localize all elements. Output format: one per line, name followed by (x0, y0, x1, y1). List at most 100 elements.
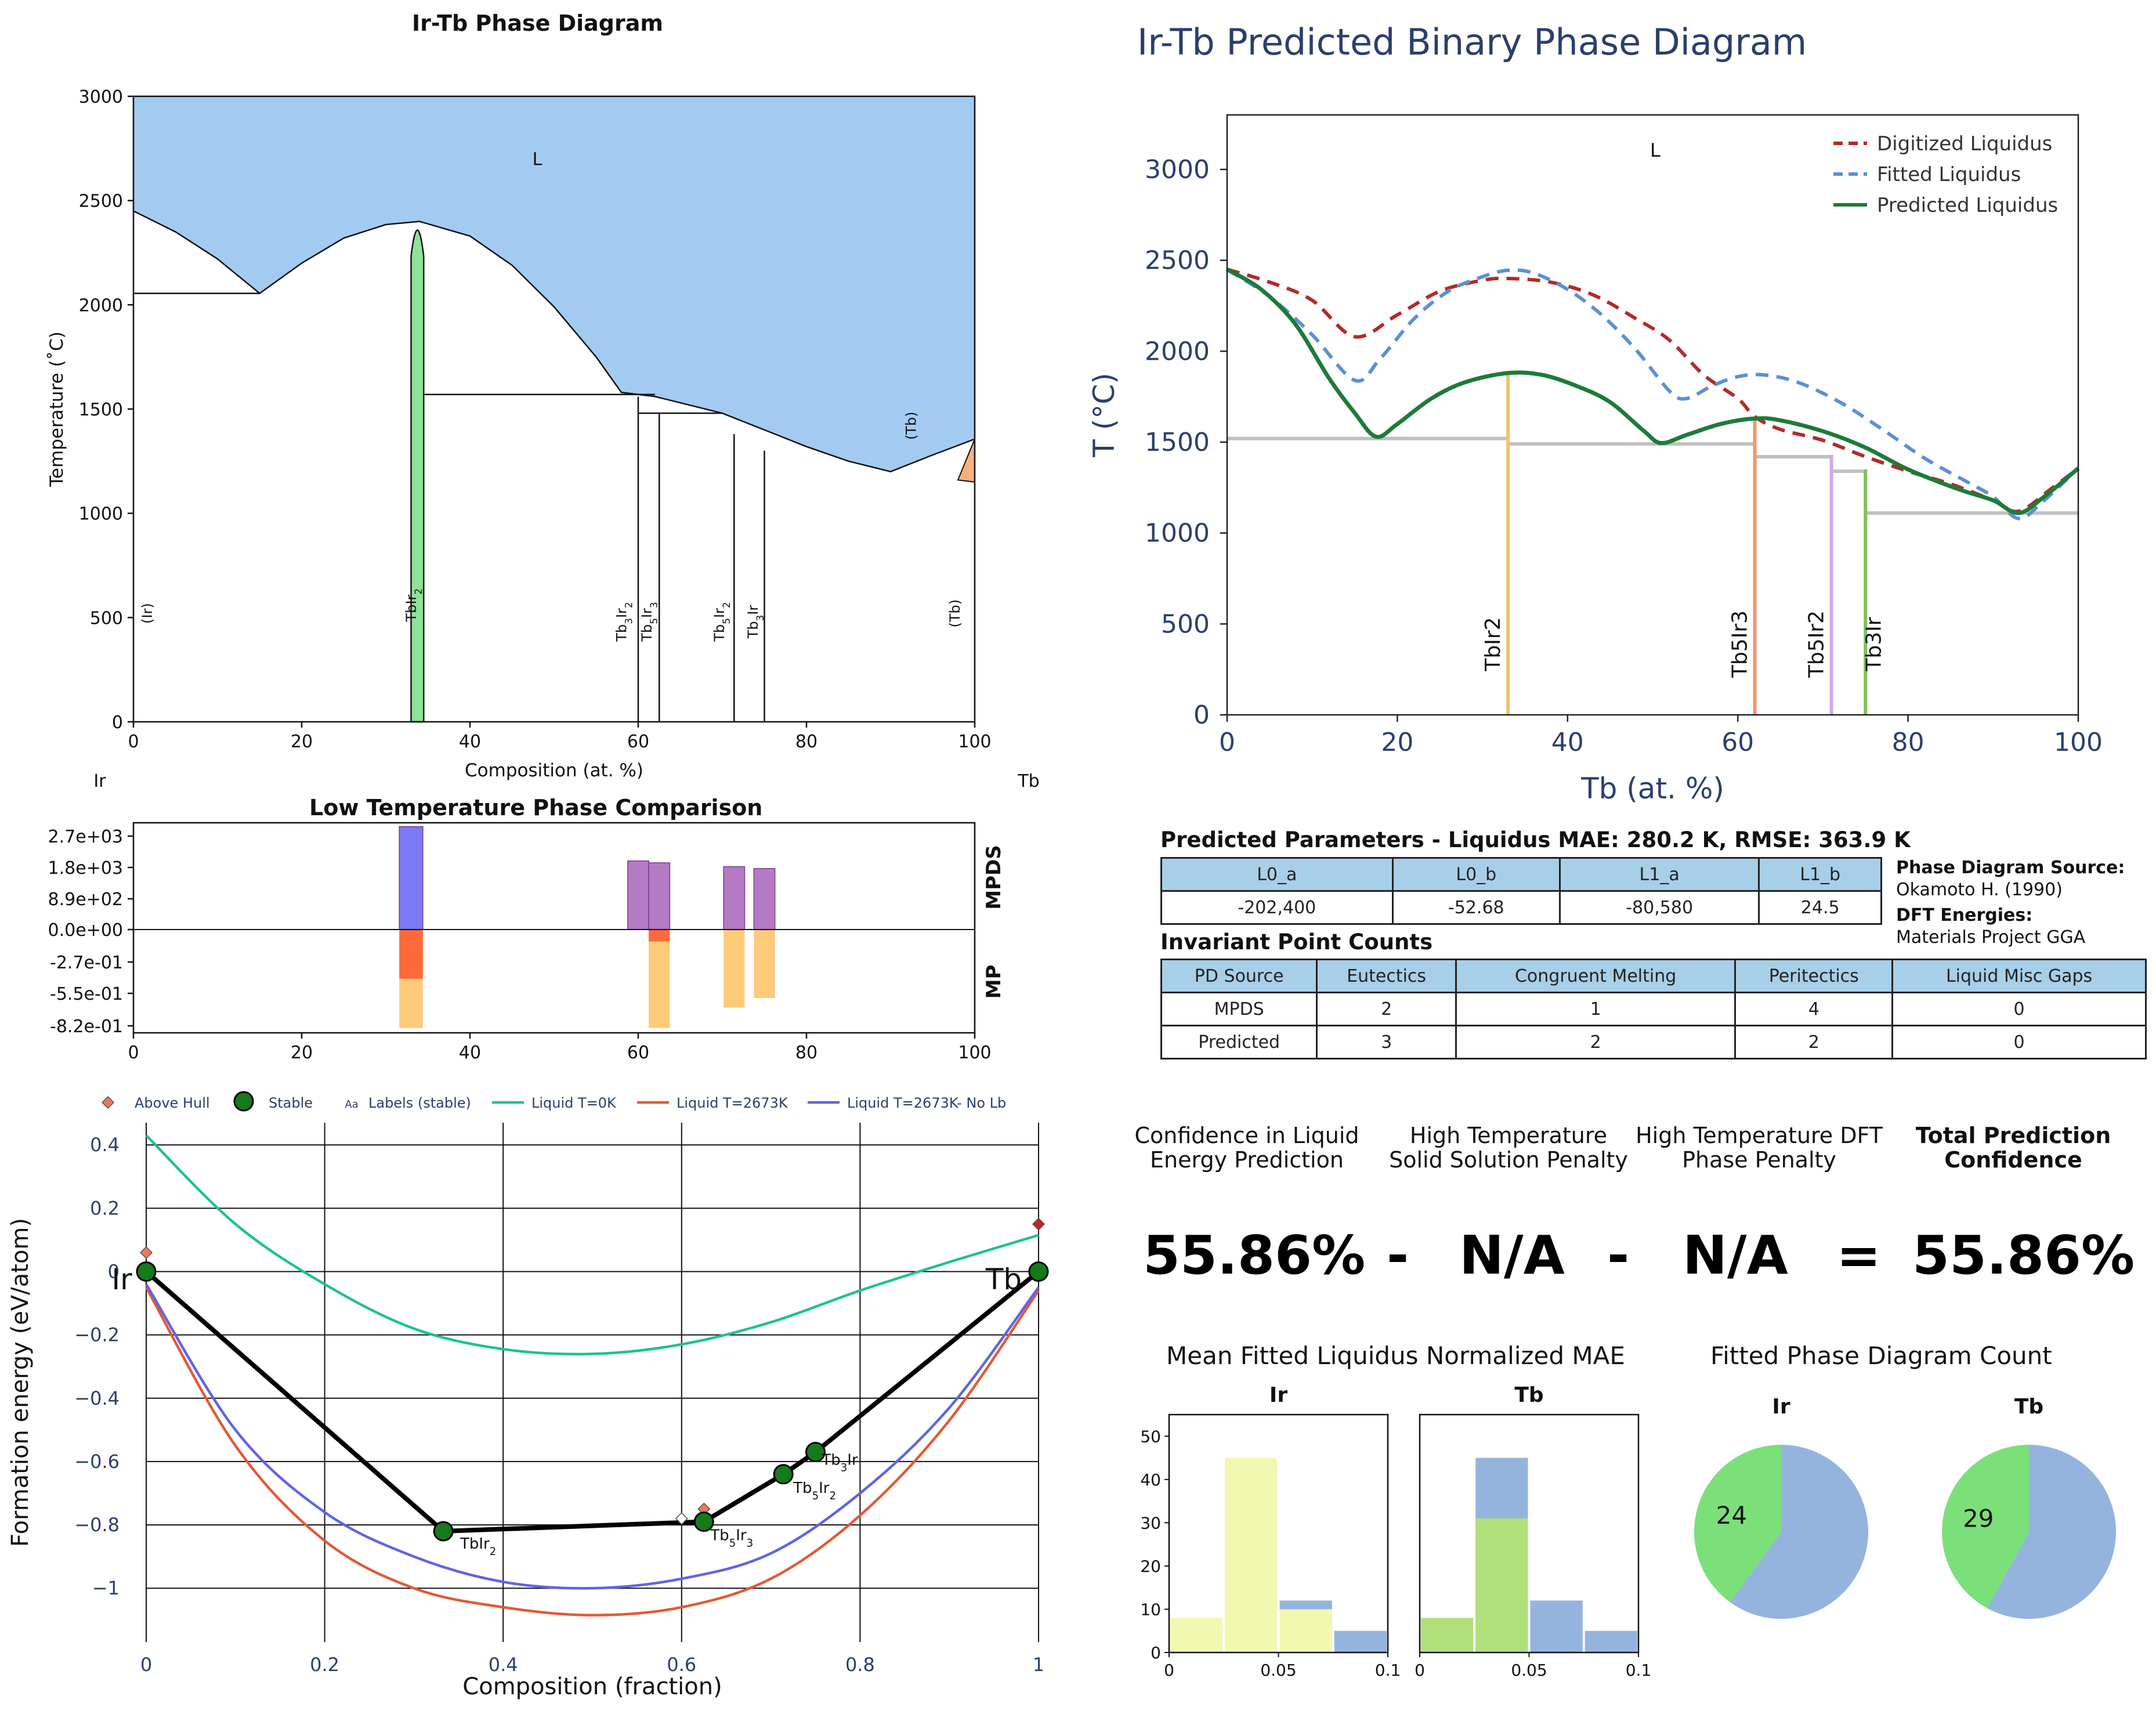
hist-subtitle: Tb (1514, 1383, 1543, 1407)
above-hull-point (139, 1246, 153, 1259)
legend-label: Labels (stable) (368, 1095, 471, 1111)
inv-cell: 2 (1316, 992, 1457, 1026)
mp-side-label: MP (982, 965, 1005, 999)
inv-header: Eutectics (1316, 959, 1457, 993)
hull-right-label: Tb (985, 1263, 1022, 1296)
low-temp-title: Low Temperature Phase Comparison (309, 795, 763, 820)
predicted-x-tick-label: 40 (1551, 728, 1584, 757)
tb-phase-region (957, 439, 975, 483)
phase-diagram-title: Ir-Tb Phase Diagram (412, 10, 663, 36)
mp-bar (754, 930, 775, 998)
predicted-ylabel: T (°C) (1087, 373, 1121, 457)
hull-point-label: Tb5Ir2 (793, 1480, 836, 1502)
above-hull-point (675, 1512, 688, 1525)
predicted-y-tick-label: 0 (1193, 700, 1210, 730)
low-temp-y-tick-label: -2.7e-01 (50, 953, 123, 973)
inv-cell: 4 (1734, 992, 1894, 1026)
pie-slice-blue (1730, 1445, 1868, 1619)
dft-title: DFT Energies: (1896, 905, 2033, 925)
stable-point (805, 1442, 826, 1463)
y-tick-label: 2000 (79, 295, 123, 316)
predicted-phase-label: Tb5Ir2 (1805, 610, 1829, 678)
hull-y-tick-label: −0.2 (74, 1324, 120, 1346)
y-tick-label: 0 (112, 713, 123, 733)
params-header: L0_a (1160, 857, 1394, 892)
source-value: Okamoto H. (1990) (1896, 880, 2063, 900)
hist-frame (1419, 1413, 1640, 1654)
params-header: L0_b (1391, 857, 1561, 892)
x-tick-label: 100 (958, 732, 991, 752)
predicted-phase-label: TbIr2 (1481, 617, 1505, 671)
stable-point (433, 1521, 454, 1542)
predicted-y-tick-label: 1000 (1145, 519, 1210, 548)
inv-cell: 3 (1316, 1025, 1457, 1060)
conf-dft-value: N/A (1683, 1224, 1788, 1286)
inv-header: Liquid Misc Gaps (1891, 959, 2147, 993)
inv-cell: 2 (1455, 1025, 1737, 1060)
stable-point (773, 1464, 794, 1485)
dft-value: Materials Project GGA (1896, 927, 2086, 948)
hull-y-tick-label: 0.2 (90, 1197, 120, 1219)
low-temp-y-tick-label: 1.8e+03 (48, 858, 123, 878)
low-temp-x-tick-label: 60 (627, 1043, 649, 1063)
hull-curve (145, 1134, 1039, 1355)
hist-y-tick-label: 50 (1140, 1427, 1161, 1446)
inv-cell: 1 (1455, 992, 1737, 1026)
pie-subtitle: Tb (2014, 1395, 2043, 1419)
predicted-series-line (1226, 267, 2080, 520)
hull-xlabel: Composition (fraction) (462, 1673, 722, 1700)
x-tick-label: 0 (128, 732, 139, 752)
hist-x-tick-label: 0.05 (1511, 1661, 1547, 1680)
x-tick-label: 40 (459, 732, 481, 752)
low-temp-x-tick-label: 40 (459, 1043, 481, 1063)
params-header: L1_b (1758, 857, 1882, 892)
pie-slice-blue (1987, 1445, 2117, 1619)
hull-y-tick-label: 0.4 (90, 1134, 120, 1156)
predicted-x-tick-label: 80 (1892, 728, 1925, 757)
hull-curve (145, 1286, 1040, 1617)
mp-bar (649, 930, 670, 1028)
legend-label: Digitized Liquidus (1877, 132, 2052, 156)
params-value: -52.68 (1391, 890, 1561, 925)
tb5ir2-label: Tb5Ir2 (711, 602, 732, 642)
predicted-y-tick-label: 1500 (1145, 428, 1210, 457)
y-tick-label: 3000 (79, 87, 123, 107)
hist-bar-blue (1585, 1630, 1637, 1652)
mpds-side-label: MPDS (982, 845, 1005, 909)
hist-x-tick-label: 0.1 (1626, 1661, 1652, 1680)
inv-header: PD Source (1160, 959, 1318, 993)
hull-point-label: Tb5Ir3 (710, 1527, 753, 1550)
invariants-title: Invariant Point Counts (1160, 930, 1433, 954)
predicted-xlabel: Tb (at. %) (1580, 772, 1724, 805)
hull-y-tick-label: 0 (108, 1260, 120, 1282)
y-tick-label: 500 (90, 608, 123, 628)
params-value: 24.5 (1758, 890, 1882, 925)
hist-y-tick-label: 0 (1151, 1643, 1161, 1662)
predicted-y-tick-label: 2500 (1145, 246, 1210, 276)
legend-above-hull-marker (101, 1095, 115, 1109)
hist-bar-blue (1334, 1630, 1387, 1652)
predicted-y-tick-label: 2000 (1145, 337, 1210, 366)
conf-dft-header: High Temperature DFT Phase Penalty (1636, 1123, 1883, 1173)
predicted-series-line (1226, 267, 2080, 515)
stable-point (693, 1511, 714, 1532)
low-temp-frame (132, 822, 976, 1034)
tb3ir-label: Tb3Ir (745, 605, 766, 639)
hist-bar-main (1475, 1518, 1528, 1652)
hist-y-tick-label: 20 (1140, 1557, 1161, 1576)
tb-high-label: (Tb) (903, 411, 920, 440)
hist-frame (1168, 1413, 1389, 1654)
hist-y-tick-label: 30 (1140, 1513, 1161, 1532)
pie-title: Fitted Phase Diagram Count (1710, 1341, 2052, 1370)
stable-point (1028, 1261, 1049, 1282)
low-temp-y-tick-label: 8.9e+02 (48, 889, 123, 910)
legend-label: Liquid T=2673K- No Lb (847, 1095, 1006, 1111)
low-temp-x-tick-label: 100 (958, 1043, 991, 1063)
hull-x-tick-label: 0 (140, 1654, 152, 1676)
hull-y-tick-label: −0.6 (74, 1451, 120, 1473)
right-element-label: Tb (1017, 771, 1039, 791)
predicted-x-tick-label: 100 (2054, 728, 2103, 757)
phase-diagram-xlabel: Composition (at. %) (465, 760, 643, 781)
conf-liquid-value: 55.86% (1143, 1224, 1366, 1286)
inv-cell: 2 (1734, 1025, 1894, 1060)
